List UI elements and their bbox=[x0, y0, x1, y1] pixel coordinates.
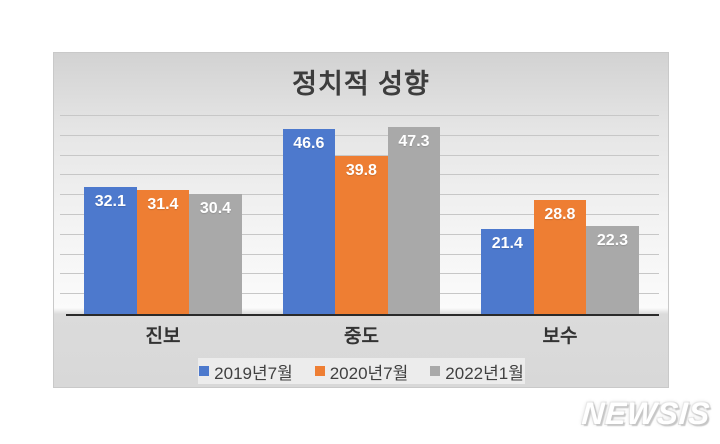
bar-value-label: 47.3 bbox=[398, 132, 430, 150]
plot-area: 32.1 31.4 30.4 46.6 39.8 47.3 21.4 28.8 22.3 bbox=[60, 115, 659, 316]
legend-label: 2019년7월 bbox=[214, 363, 293, 383]
legend-marker-icon bbox=[314, 366, 325, 376]
bar-series-3-category-1: 30.4 bbox=[189, 193, 242, 314]
political-orientation-chart: 정치적 성향 32.1 31.4 30.4 46.6 39.8 47.3 21.4 28.8 2… bbox=[53, 52, 669, 388]
bar-group-1: 32.1 31.4 30.4 bbox=[84, 186, 242, 314]
legend-entry-3: 2022년1월 bbox=[430, 359, 524, 384]
bar-series-1-category-1: 32.1 bbox=[84, 186, 137, 314]
bar-series-3-category-3: 22.3 bbox=[586, 225, 639, 314]
category-labels: 진보 중도 보수 bbox=[67, 321, 656, 348]
bar-value-label: 21.4 bbox=[491, 235, 523, 253]
x-axis-line bbox=[66, 314, 659, 316]
bar-group-3: 21.4 28.8 22.3 bbox=[481, 199, 639, 314]
bar-value-label: 31.4 bbox=[147, 195, 179, 213]
bar-group-2: 46.6 39.8 47.3 bbox=[282, 126, 441, 314]
legend-marker-icon bbox=[430, 366, 441, 376]
legend-entry-1: 2019년7월 bbox=[199, 359, 293, 384]
gridline bbox=[60, 134, 659, 136]
category-label-1: 진보 bbox=[145, 326, 181, 347]
category-label-3: 보수 bbox=[542, 326, 578, 347]
gridline bbox=[60, 154, 659, 156]
legend-label: 2020년7월 bbox=[329, 363, 409, 383]
legend-label: 2022년1월 bbox=[445, 363, 524, 383]
bar-value-label: 22.3 bbox=[596, 231, 629, 249]
chart-title: 정치적 성향 bbox=[292, 69, 430, 99]
bar-series-2-category-1: 31.4 bbox=[136, 189, 190, 314]
bar-series-2-category-2: 39.8 bbox=[335, 156, 388, 314]
bar-series-2-category-3: 28.8 bbox=[533, 199, 587, 314]
gridline bbox=[60, 115, 659, 116]
legend-marker-icon bbox=[199, 366, 210, 376]
newsis-watermark: NEWSIS bbox=[580, 396, 712, 431]
legend: 2019년7월 2020년7월 2022년1월 bbox=[198, 358, 525, 384]
legend-entry-2: 2020년7월 bbox=[314, 359, 409, 384]
bar-value-label: 39.8 bbox=[345, 162, 377, 180]
category-label-2: 중도 bbox=[344, 326, 379, 347]
bar-series-1-category-2: 46.6 bbox=[282, 129, 336, 314]
bar-value-label: 32.1 bbox=[94, 192, 126, 210]
bar-value-label: 28.8 bbox=[544, 205, 576, 223]
bar-series-3-category-2: 47.3 bbox=[387, 126, 441, 314]
bar-value-label: 30.4 bbox=[199, 199, 232, 217]
bar-groups: 32.1 31.4 30.4 46.6 39.8 47.3 21.4 28.8 22.3 bbox=[67, 116, 656, 314]
bar-value-label: 46.6 bbox=[293, 135, 325, 153]
bar-series-1-category-3: 21.4 bbox=[481, 229, 534, 314]
